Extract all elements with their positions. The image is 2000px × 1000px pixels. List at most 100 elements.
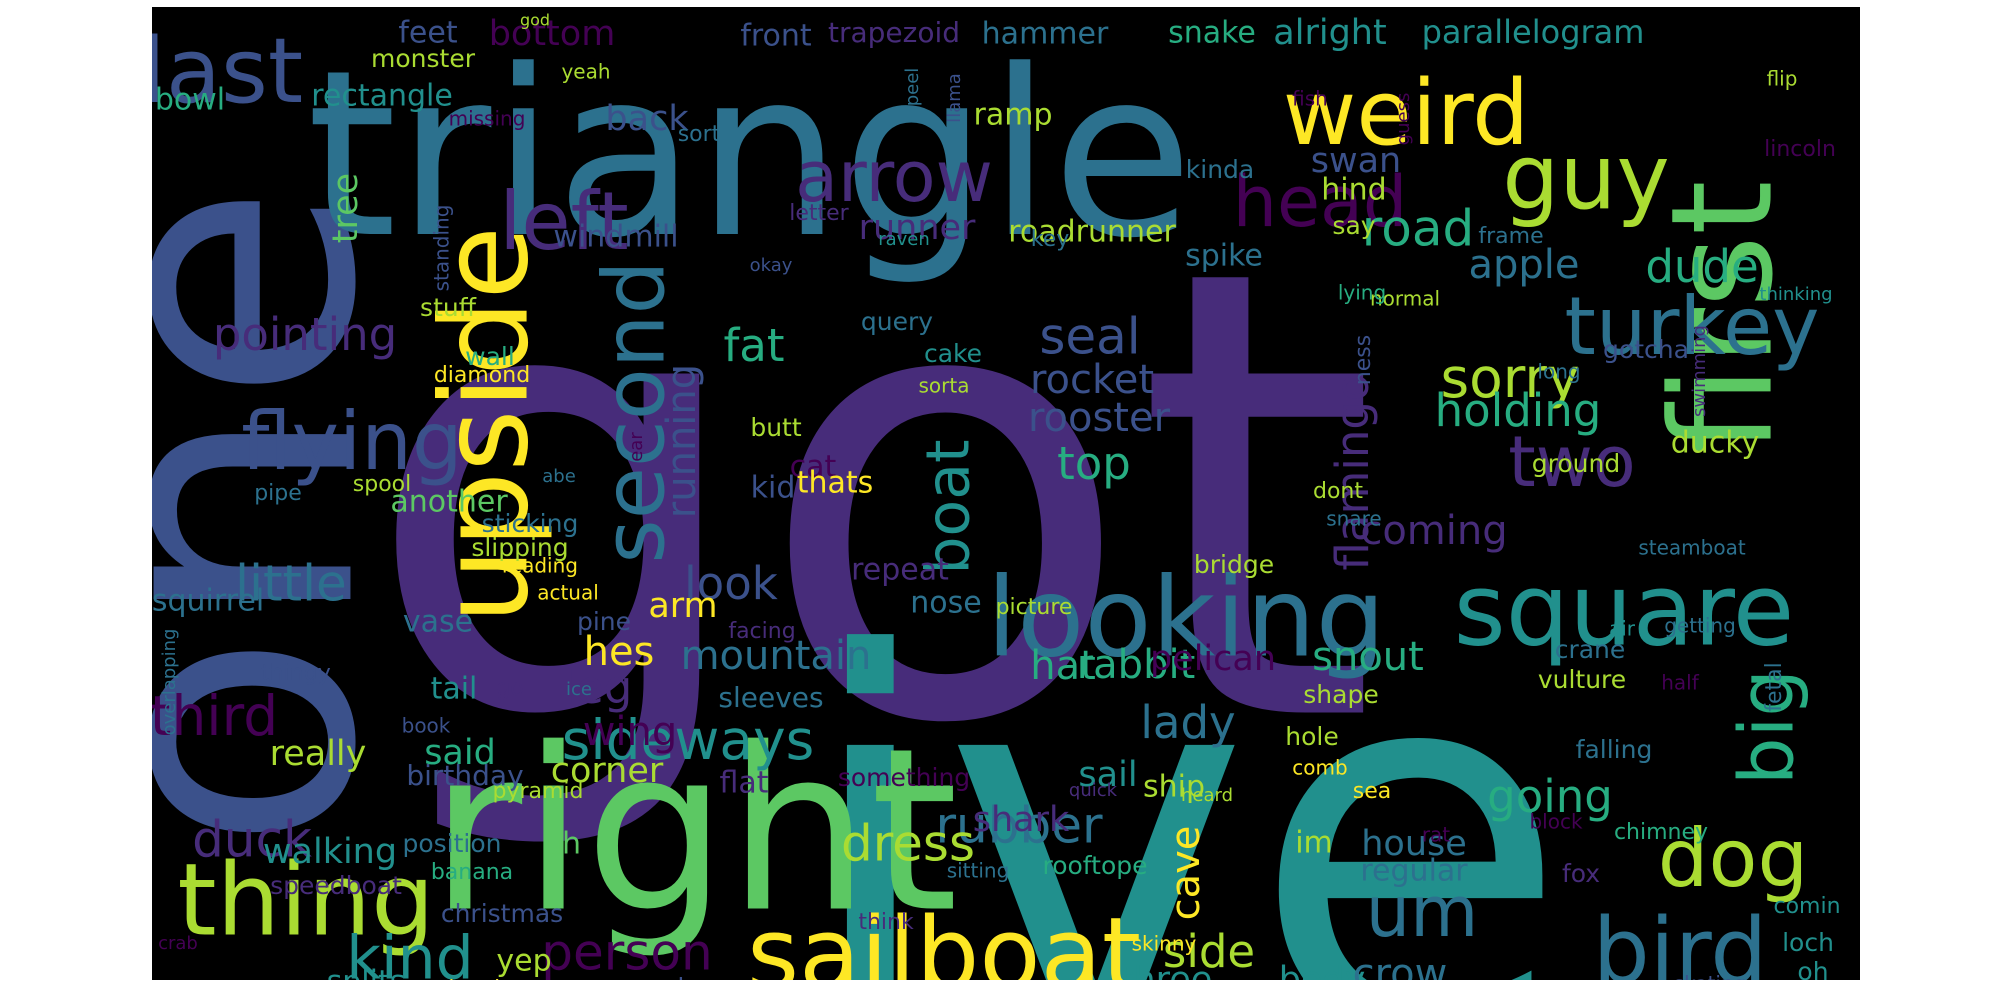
word-weird: weird	[1283, 61, 1530, 166]
word-standing: standing	[430, 205, 454, 292]
word-going: going	[1487, 770, 1613, 823]
word-kid: kid	[751, 471, 796, 506]
word-skinny: skinny	[1132, 932, 1197, 956]
word-position: position	[402, 829, 501, 858]
word-top: top	[1057, 437, 1131, 490]
word-picture: picture	[996, 595, 1073, 620]
word-shape: shape	[1303, 680, 1378, 709]
word-sort: sort	[678, 122, 721, 147]
word-raven: raven	[878, 229, 930, 250]
word-rooftope: rooftope	[1042, 851, 1147, 880]
word-frame: frame	[1478, 224, 1543, 249]
word-heard: heard	[1181, 785, 1233, 806]
word-body: body	[1279, 960, 1366, 980]
word-hole: hole	[1285, 722, 1338, 751]
word-query: query	[861, 307, 933, 336]
word-thingy: thingy	[261, 661, 331, 686]
word-letter: letter	[789, 201, 849, 226]
word-duck: duck	[192, 811, 312, 869]
word-getting: getting	[1664, 614, 1736, 638]
word-speedboat: speedboat	[270, 871, 402, 900]
word-two: two	[1508, 421, 1636, 503]
word-first: first	[1642, 180, 1805, 454]
word-snare: snare	[1326, 507, 1381, 531]
word-skating: skating	[1674, 972, 1747, 981]
word-chimney: chimney	[1614, 820, 1708, 845]
word-thing: thing	[177, 841, 434, 958]
word-last: last	[152, 19, 303, 124]
word-abe: abe	[542, 466, 576, 487]
word-seal: seal	[1039, 308, 1140, 366]
word-walking: walking	[263, 832, 397, 872]
word-splits: splits	[327, 965, 406, 981]
word-actual: actual	[537, 581, 599, 605]
word-triangle: triangle	[307, 22, 1194, 289]
word-cloud: got ive one triangle right upside first looking…	[152, 7, 1860, 980]
word-llama: llama	[944, 73, 965, 123]
word-peel: peel	[902, 68, 923, 107]
word-third: third	[152, 684, 278, 748]
word-snake: snake	[1168, 16, 1256, 51]
word-rat: rat	[1422, 823, 1450, 847]
word-boat: boat	[914, 439, 984, 574]
word-banana: banana	[431, 860, 513, 885]
word-reading: reading	[502, 554, 578, 578]
word-left: left	[499, 175, 629, 268]
word-rectangle: rectangle	[311, 79, 453, 114]
word-running: running	[659, 364, 705, 518]
word-pine: pine	[577, 607, 631, 636]
word-square: square	[1454, 551, 1795, 668]
word-wall: wall	[465, 342, 515, 371]
word-shark: shark	[973, 800, 1070, 840]
word-another: another	[390, 485, 508, 520]
word-think: think	[858, 910, 914, 935]
word-book: book	[402, 714, 451, 738]
word-cave: cave	[1163, 826, 1209, 921]
word-ship: ship	[1143, 770, 1205, 805]
word-comb: comb	[1292, 756, 1347, 780]
word-parallelogram: parallelogram	[1422, 13, 1645, 51]
word-upside: upside	[417, 226, 556, 624]
word-ness: ness	[1351, 335, 1376, 385]
word-sail: sail	[1078, 755, 1137, 795]
word-okay: okay	[750, 255, 793, 276]
word-yeah: yeah	[561, 60, 610, 84]
word-big: big	[1723, 669, 1811, 785]
word-crab: crab	[158, 933, 198, 954]
word-sailboat: sailboat	[747, 895, 1141, 980]
word-diamond: diamond	[434, 363, 530, 388]
word-holding: holding	[1435, 384, 1602, 437]
word-christmas: christmas	[441, 899, 563, 928]
word-sitting: sitting	[947, 859, 1010, 883]
word-feet: feet	[398, 16, 457, 51]
word-um: um	[1366, 871, 1479, 953]
word-comin: comin	[1773, 894, 1840, 919]
word-runner: runner	[859, 208, 976, 248]
word-ive: ive	[798, 546, 1570, 980]
word-quick: quick	[1069, 780, 1118, 801]
word-avalanche: avalanche	[408, 977, 521, 980]
word-trapezoid: trapezoid	[828, 16, 960, 49]
word-dude: dude	[1645, 240, 1758, 293]
word-arm: arm	[648, 586, 717, 626]
word-gotcha: gotcha	[1603, 335, 1689, 364]
word-fox: fox	[1562, 859, 1600, 888]
word-tail: tail	[431, 672, 478, 707]
word-person: person	[541, 924, 712, 981]
word-second: second	[585, 260, 684, 563]
word-hammer: hammer	[982, 17, 1109, 52]
word-butt: butt	[750, 413, 802, 442]
word-dont: dont	[1313, 479, 1363, 504]
word-three: three	[1120, 960, 1213, 980]
word-mountain: mountain	[681, 633, 872, 679]
word-vulture: vulture	[1538, 665, 1626, 694]
word-dress: dress	[841, 815, 975, 873]
word-swan: swan	[1311, 141, 1402, 181]
word-thats: thats	[797, 466, 874, 501]
word-ducky: ducky	[1671, 426, 1760, 461]
word-go: go	[496, 676, 523, 701]
word-right: right	[430, 701, 959, 963]
word-wing: wing	[583, 709, 678, 755]
word-long: long	[1537, 360, 1580, 384]
